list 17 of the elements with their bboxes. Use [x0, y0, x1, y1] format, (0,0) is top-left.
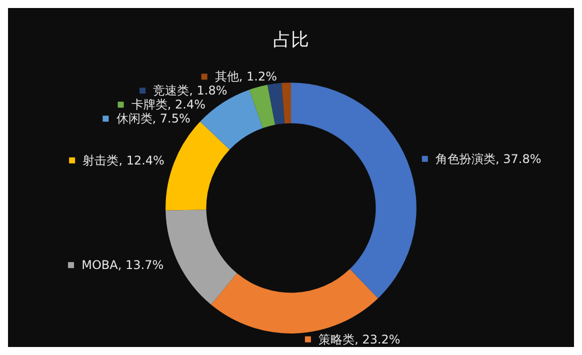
data-label: , 2.4% — [167, 98, 206, 112]
data-label: , 13.7% — [118, 258, 164, 272]
legend-label: 卡牌类 — [131, 98, 168, 112]
legend-label: 其他 — [214, 70, 239, 84]
data-label: , 7.5% — [152, 112, 190, 126]
data-label: , 1.2% — [238, 70, 278, 84]
chart-title: 占比 — [273, 30, 309, 50]
legend-label: 角色扮演类 — [436, 152, 496, 166]
data-label: , 37.8% — [496, 152, 542, 166]
legend-label: 休闲类 — [116, 112, 152, 126]
legend-label: 射击类 — [82, 153, 119, 168]
legend-label: MOBA — [82, 258, 119, 272]
data-label: , 1.8% — [189, 84, 228, 98]
legend-label: 竞速类 — [153, 84, 190, 98]
data-label: , 12.4% — [118, 153, 164, 168]
data-label: , 23.2% — [354, 332, 400, 346]
legend-label: 策略类 — [318, 332, 355, 346]
